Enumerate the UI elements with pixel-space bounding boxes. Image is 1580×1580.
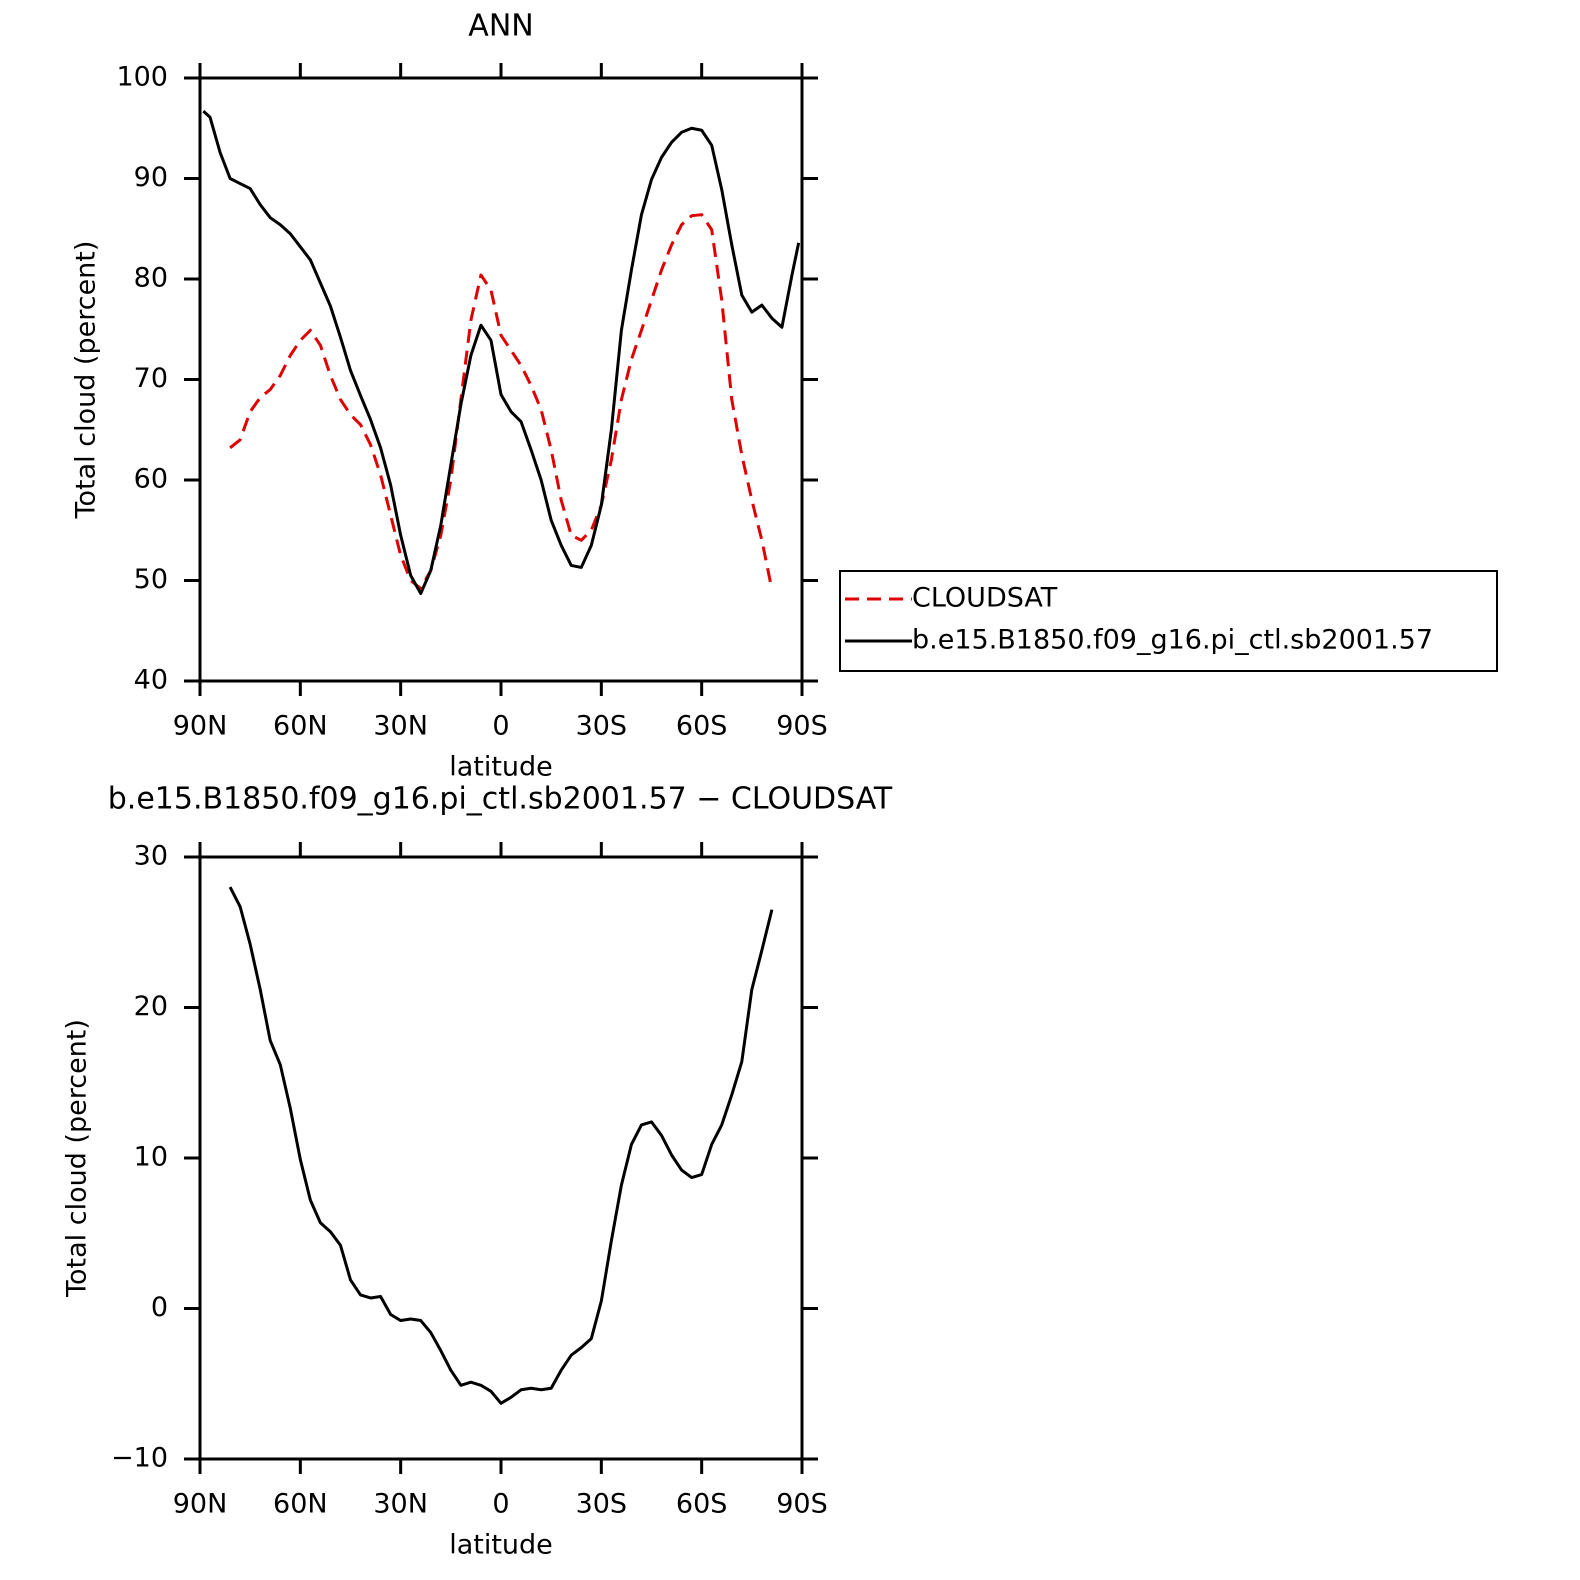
data-line — [229, 213, 774, 591]
x-tick-label: 30S — [576, 1489, 628, 1520]
x-axis-label: latitude — [449, 1530, 553, 1561]
y-tick-label: −10 — [111, 1443, 168, 1474]
x-tick-label: 60N — [273, 711, 328, 742]
legend: CLOUDSAT b.e15.B1850.f09_g16.pi_ctl.sb200… — [839, 570, 1498, 672]
x-tick-label: 90S — [776, 1489, 828, 1520]
plot-frame — [198, 855, 804, 1461]
y-tick-label: 0 — [151, 1292, 168, 1323]
y-tick-label: 60 — [134, 464, 168, 495]
x-tick-label: 0 — [492, 1489, 509, 1520]
y-tick-label: 100 — [116, 62, 168, 93]
y-tick-label: 90 — [134, 162, 168, 193]
chart-title: b.e15.B1850.f09_g16.pi_ctl.sb2001.57 − C… — [108, 782, 893, 817]
x-tick-label: 60N — [273, 1489, 328, 1520]
x-tick-label: 60S — [676, 1489, 728, 1520]
x-tick-label: 30S — [576, 711, 628, 742]
y-tick-label: 50 — [134, 564, 168, 595]
legend-box — [839, 570, 1498, 672]
legend-label: CLOUDSAT — [912, 583, 1058, 614]
x-tick-label: 60S — [676, 711, 728, 742]
y-tick-label: 20 — [134, 991, 168, 1022]
x-axis-label: latitude — [449, 752, 553, 783]
chart-title: ANN — [468, 9, 533, 44]
data-line — [228, 886, 774, 1405]
y-tick-label: 10 — [134, 1142, 168, 1173]
plot-frame — [198, 76, 804, 683]
y-tick-label: 40 — [134, 665, 168, 696]
y-tick-label: 30 — [134, 841, 168, 872]
legend-label: b.e15.B1850.f09_g16.pi_ctl.sb2001.57 — [912, 625, 1433, 656]
x-tick-label: 90N — [173, 1489, 228, 1520]
x-tick-label: 30N — [373, 711, 428, 742]
data-line — [202, 110, 801, 596]
x-tick-label: 90S — [776, 711, 828, 742]
x-tick-label: 0 — [492, 711, 509, 742]
x-tick-label: 90N — [173, 711, 228, 742]
y-tick-label: 70 — [134, 363, 168, 394]
y-axis-label: Total cloud (percent) — [62, 1019, 93, 1298]
y-axis-label: Total cloud (percent) — [71, 241, 102, 520]
x-tick-label: 30N — [373, 1489, 428, 1520]
y-tick-label: 80 — [134, 263, 168, 294]
